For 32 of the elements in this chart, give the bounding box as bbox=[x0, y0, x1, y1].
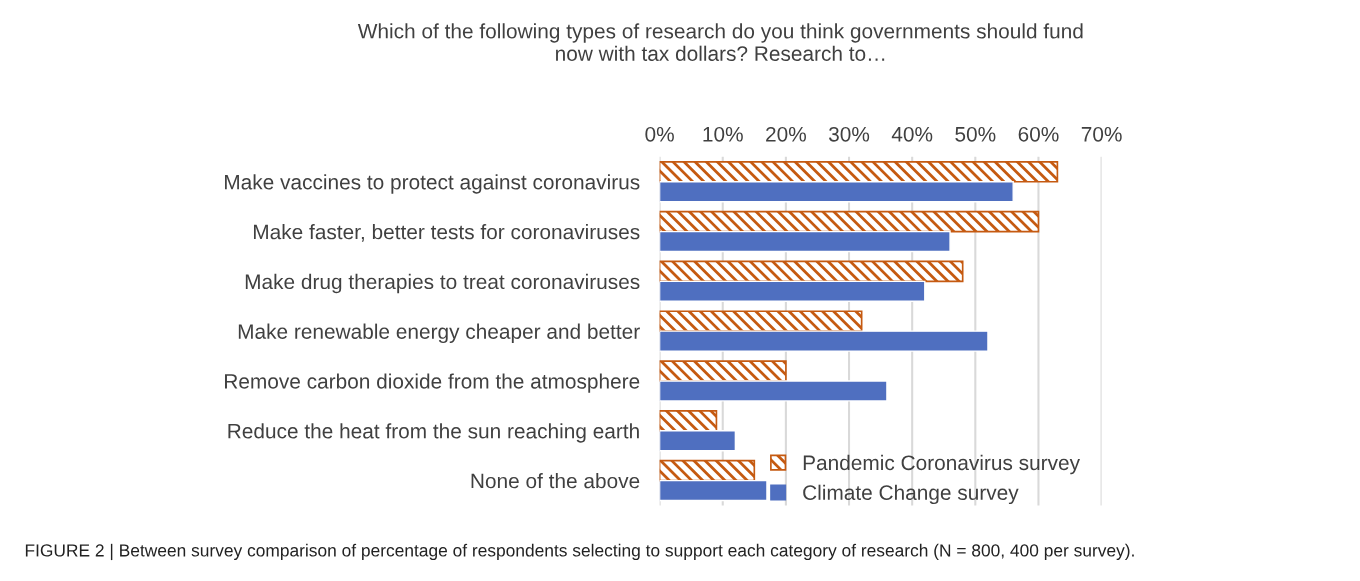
x-tick-label: 0% bbox=[645, 126, 674, 142]
x-tick-label: 60% bbox=[1018, 126, 1059, 142]
x-tick-label: 30% bbox=[828, 126, 870, 142]
x-tick-label: 40% bbox=[891, 126, 933, 142]
legend-label: Climate Change survey bbox=[803, 484, 1019, 505]
x-tick-label: 20% bbox=[766, 126, 806, 142]
y-tick-label: Make drug therapies to treat coronaviruses bbox=[245, 273, 640, 294]
y-tick-label: Remove carbon dioxide from the atmosphere bbox=[225, 373, 640, 393]
bar bbox=[659, 360, 787, 382]
bar bbox=[659, 459, 756, 482]
bar bbox=[659, 161, 1059, 183]
bar bbox=[659, 210, 1040, 233]
y-tick-label: Make renewable energy cheaper and better bbox=[238, 323, 640, 344]
bar bbox=[659, 280, 926, 302]
bar bbox=[659, 410, 718, 432]
y-tick-label: None of the above bbox=[471, 473, 640, 489]
y-tick-label: Make vaccines to protect against coronavirus bbox=[225, 174, 640, 194]
bar bbox=[659, 380, 888, 402]
caption: FIGURE 2 | Between survey comparison of percentage of respondents selecting to support each category of research (N = 800, 400 per survey). bbox=[25, 543, 1134, 561]
bar bbox=[659, 230, 951, 253]
bar bbox=[659, 430, 737, 452]
y-tick-label: Make faster, better tests for coronaviruses bbox=[253, 224, 640, 242]
x-tick-label: 10% bbox=[703, 126, 743, 142]
bar bbox=[659, 310, 863, 333]
bar bbox=[659, 330, 989, 352]
legend-label: Pandemic Coronavirus survey bbox=[803, 454, 1080, 475]
x-tick-label: 50% bbox=[955, 126, 996, 142]
bar bbox=[659, 260, 964, 283]
bar bbox=[659, 181, 1014, 203]
chart-title: Which of the following types of research do you think governments should fund now with tax dollars? Research to… bbox=[357, 23, 1083, 61]
y-tick-label: Reduce the heat from the sun reaching earth bbox=[228, 423, 639, 443]
x-tick-label: 70% bbox=[1081, 126, 1122, 142]
